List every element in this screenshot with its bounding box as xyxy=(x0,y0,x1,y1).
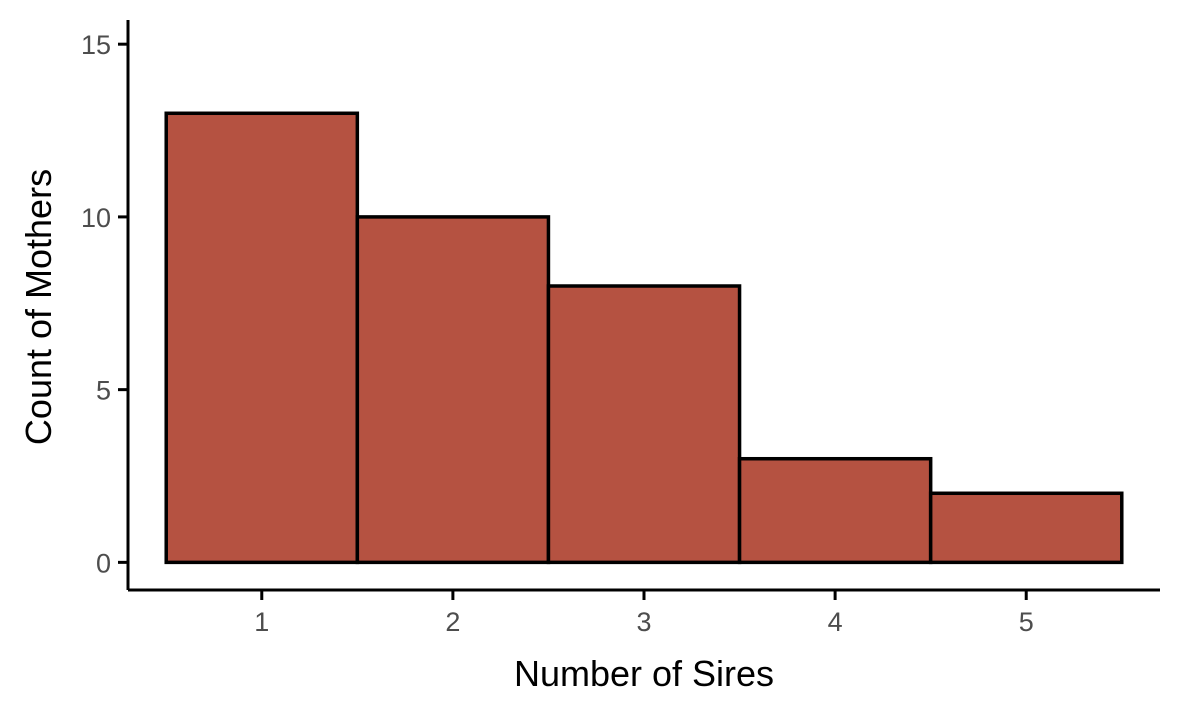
bar-2 xyxy=(355,215,551,565)
x-tick-label-3: 3 xyxy=(636,607,651,637)
y-tick-label-5: 5 xyxy=(96,376,111,406)
y-tick-label-0: 0 xyxy=(96,548,111,578)
y-tick-label-15: 15 xyxy=(81,30,111,60)
y-axis-title: Count of Mothers xyxy=(18,169,59,445)
x-tick-label-1: 1 xyxy=(254,607,269,637)
x-tick-label-2: 2 xyxy=(445,607,460,637)
y-tick-label-10: 10 xyxy=(81,203,111,233)
bar-5 xyxy=(928,491,1124,565)
bar-1 xyxy=(164,111,360,565)
bars-group xyxy=(164,111,1124,565)
bar-4 xyxy=(737,456,933,565)
x-tick-label-5: 5 xyxy=(1019,607,1034,637)
axes-group: 0 5 10 15 1 2 3 4 5 xyxy=(81,20,1160,637)
x-axis-title: Number of Sires xyxy=(514,653,774,694)
bar-3 xyxy=(546,284,742,565)
x-tick-label-4: 4 xyxy=(828,607,843,637)
